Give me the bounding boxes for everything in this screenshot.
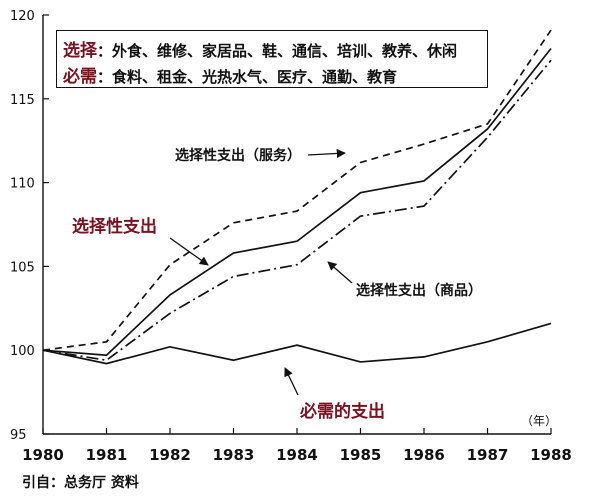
x-tick-label: 1983 (213, 446, 255, 464)
legend-key-optional: 选择 (63, 41, 97, 61)
series-line-2 (42, 59, 552, 362)
x-tick-label: 1984 (276, 446, 318, 464)
x-tick-label: 1980 (22, 446, 64, 464)
annotation-arrow-1 (169, 237, 209, 266)
y-tick-label: 120 (10, 9, 35, 24)
x-tick-label: 1988 (530, 446, 572, 464)
x-unit-label: （年） (521, 414, 557, 428)
legend-key-essential: 必需 (63, 67, 97, 87)
annotation-label-3: 必需的支出 (299, 401, 385, 422)
y-tick-label: 95 (10, 428, 27, 443)
annotation-label-1: 选择性支出 (72, 216, 157, 237)
source-note: 引自：总务厅 资料 (22, 475, 139, 491)
legend-row-essential: 必需：食料、租金、光热水气、医疗、通勤、教育 (63, 62, 397, 87)
annotation-arrow-2 (327, 261, 353, 284)
annotation-arrow-0 (307, 148, 346, 158)
series-line-3 (42, 322, 552, 365)
y-tick-label: 100 (10, 344, 35, 359)
legend-box: 选择：外食、维修、家居品、鞋、通信、培训、教养、休闲 必需：食料、租金、光热水气… (56, 30, 488, 88)
annotation-label-0: 选择性支出（服务） (175, 147, 301, 164)
y-tick-label: 110 (10, 177, 35, 192)
series-line-1 (42, 47, 552, 357)
y-tick-label: 115 (10, 93, 35, 108)
legend-text-optional: ：外食、维修、家居品、鞋、通信、培训、教养、休闲 (97, 42, 458, 60)
x-tick-label: 1981 (86, 446, 128, 464)
x-tick-label: 1982 (149, 446, 191, 464)
annotation-label-2: 选择性支出（商品） (356, 282, 482, 299)
legend-text-essential: ：食料、租金、光热水气、医疗、通勤、教育 (97, 68, 398, 86)
y-tick-label: 105 (10, 260, 35, 275)
annotation-arrow-3 (284, 367, 299, 396)
series-line-0 (42, 29, 552, 352)
x-tick-label: 1985 (340, 446, 382, 464)
x-tick-label: 1986 (403, 446, 445, 464)
x-tick-label: 1987 (467, 446, 509, 464)
legend-row-optional: 选择：外食、维修、家居品、鞋、通信、培训、教养、休闲 (63, 36, 457, 61)
